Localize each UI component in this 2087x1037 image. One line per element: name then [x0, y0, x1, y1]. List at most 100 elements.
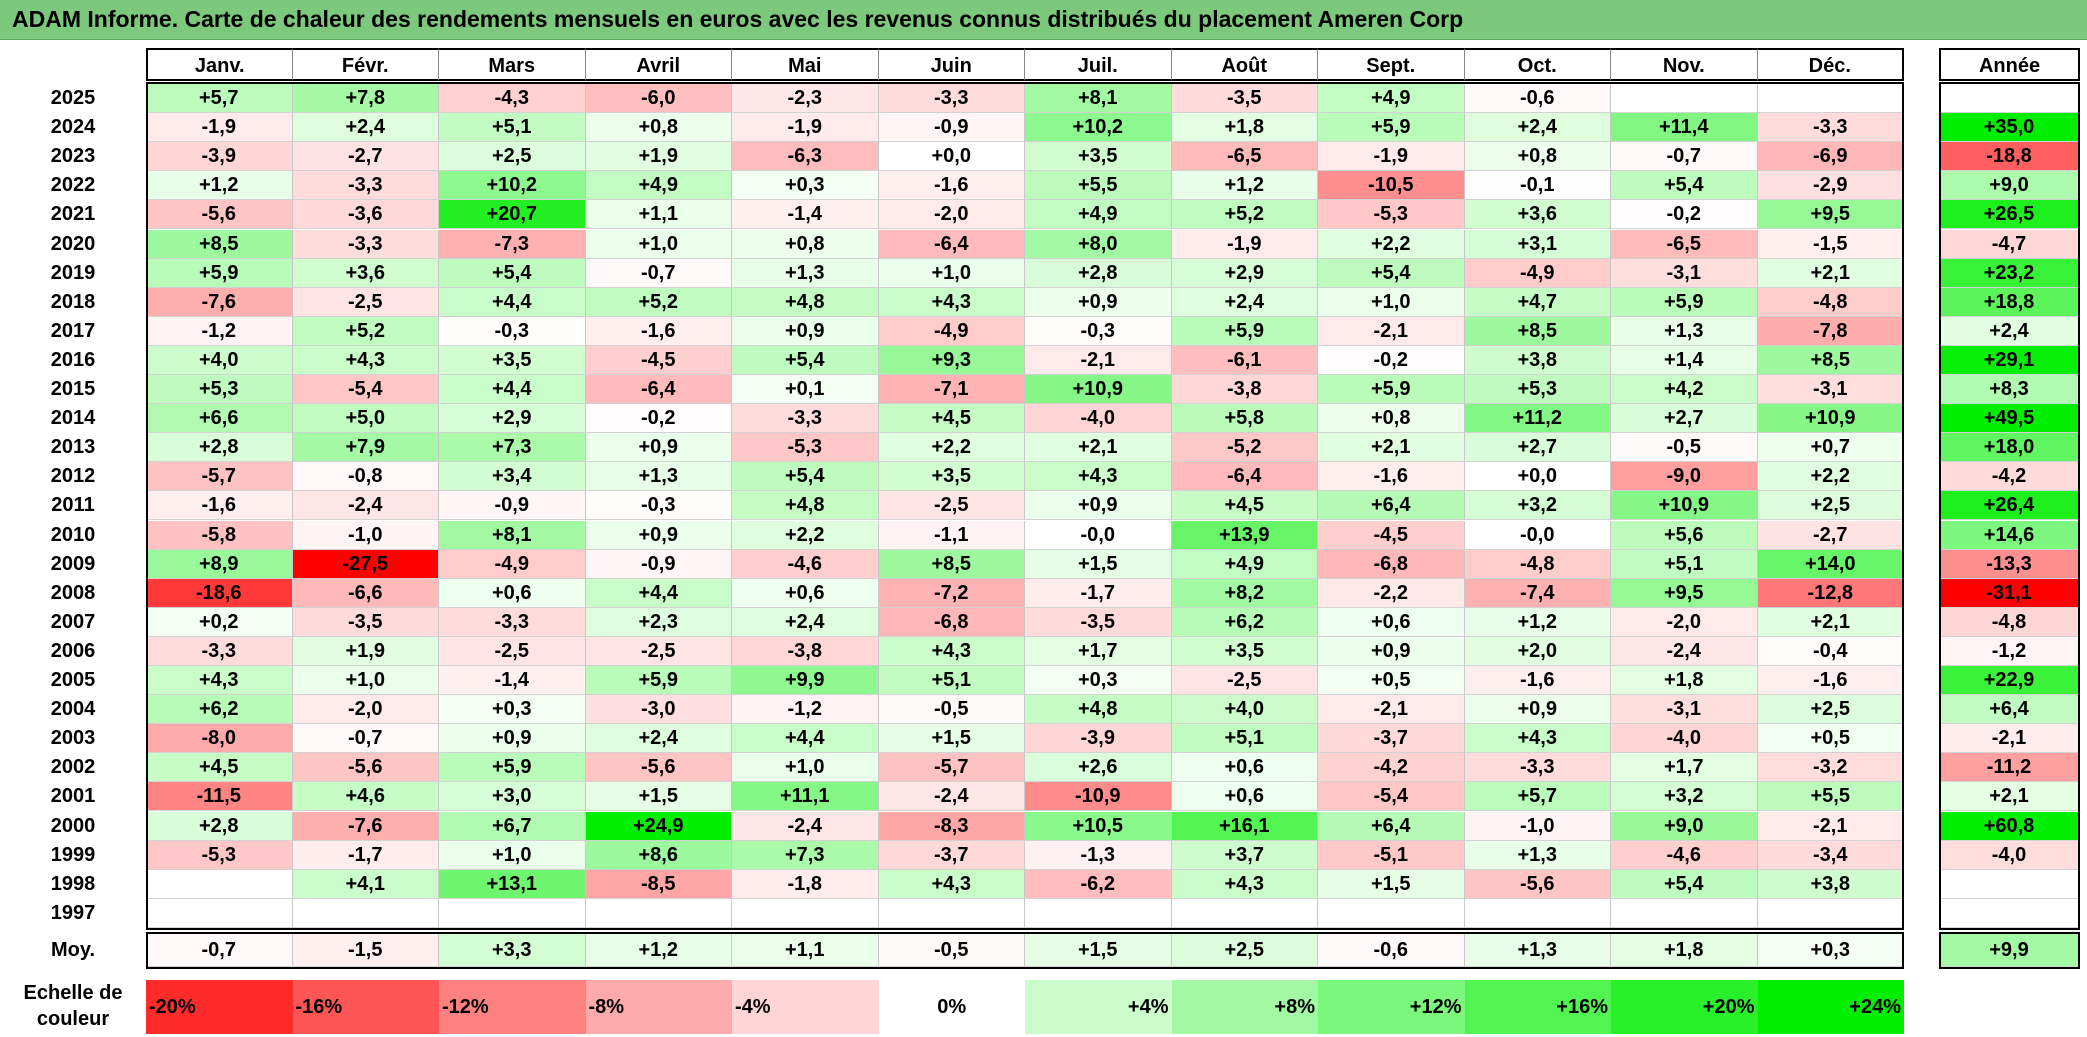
- heatmap-cell: +0,8: [732, 229, 879, 259]
- heatmap-cell: +5,5: [1757, 782, 1904, 812]
- heatmap-cell: -6,2: [1025, 869, 1172, 899]
- annual-cell: +22,9: [1939, 666, 2080, 696]
- average-cell: +1,8: [1611, 934, 1758, 967]
- average-cell: -0,6: [1318, 934, 1465, 967]
- heatmap-cell: +2,5: [1757, 491, 1904, 521]
- heatmap-cell: +10,2: [439, 171, 586, 201]
- year-label: 2014: [50, 407, 96, 430]
- heatmap-cell: +0,3: [732, 171, 879, 201]
- heatmap-cell: -1,0: [1464, 811, 1611, 841]
- month-header: Sept.: [1318, 48, 1465, 81]
- heatmap-cell: +2,8: [146, 433, 293, 463]
- heatmap-cell: -0,9: [439, 491, 586, 521]
- heatmap-cell: +3,1: [1464, 229, 1611, 259]
- heatmap-cell: -2,4: [292, 491, 439, 521]
- heatmap-cell: +0,6: [439, 578, 586, 608]
- annual-cell: +23,2: [1939, 258, 2080, 288]
- heatmap-cell: +4,0: [146, 345, 293, 375]
- heatmap-cell: +8,5: [1464, 316, 1611, 346]
- color-scale-stop: +4%: [1025, 980, 1172, 1034]
- annual-cell: -2,1: [1939, 724, 2080, 754]
- heatmap-cell: -2,3: [732, 84, 879, 114]
- heatmap-cell: -0,0: [1025, 520, 1172, 550]
- heatmap-cell: +2,1: [1757, 607, 1904, 637]
- heatmap-cell: +6,4: [1318, 811, 1465, 841]
- heatmap-cell: -2,0: [878, 200, 1025, 230]
- heatmap-cell: -0,3: [439, 316, 586, 346]
- heatmap-cell: -1,6: [1318, 462, 1465, 492]
- heatmap-cell: +1,2: [146, 171, 293, 201]
- heatmap-cell: -0,3: [585, 491, 732, 521]
- heatmap-cell: -4,8: [1757, 287, 1904, 317]
- year-label: 2012: [50, 465, 96, 488]
- heatmap-cell: -0,8: [292, 462, 439, 492]
- heatmap-cell: -1,0: [292, 520, 439, 550]
- heatmap-cell: -2,5: [1171, 666, 1318, 696]
- heatmap-cell: +0,9: [1025, 491, 1172, 521]
- color-scale-stop: -20%: [146, 980, 293, 1034]
- heatmap-cell: +1,3: [585, 462, 732, 492]
- heatmap-cell: -0,0: [1464, 520, 1611, 550]
- annual-cell: +14,6: [1939, 520, 2080, 550]
- color-scale-stop: +12%: [1318, 980, 1465, 1034]
- heatmap-cell: +5,9: [1611, 287, 1758, 317]
- heatmap-cell: [1611, 898, 1758, 928]
- average-cell: +3,3: [439, 934, 586, 967]
- heatmap-cell: +0,1: [732, 375, 879, 405]
- heatmap-cell: -7,8: [1757, 316, 1904, 346]
- year-label: 2013: [50, 436, 96, 459]
- annual-cell: [1939, 898, 2080, 928]
- heatmap-cell: -10,5: [1318, 171, 1465, 201]
- heatmap-cell: -3,5: [1171, 84, 1318, 114]
- heatmap-cell: -1,6: [1757, 666, 1904, 696]
- heatmap-cell: +2,6: [1025, 753, 1172, 783]
- heatmap-cell: +4,3: [146, 666, 293, 696]
- heatmap-cell: -2,5: [439, 636, 586, 666]
- heatmap-cell: +14,0: [1757, 549, 1904, 579]
- heatmap-cell: +13,1: [439, 869, 586, 899]
- month-header: Juin: [878, 48, 1025, 81]
- heatmap-cell: -5,7: [878, 753, 1025, 783]
- heatmap-cell: -6,5: [1611, 229, 1758, 259]
- heatmap-cell: -6,8: [1318, 549, 1465, 579]
- heatmap-cell: +4,4: [732, 724, 879, 754]
- heatmap-cell: +0,3: [1025, 666, 1172, 696]
- heatmap-cell: +3,6: [1464, 200, 1611, 230]
- heatmap-cell: +5,9: [1318, 113, 1465, 143]
- heatmap-cell: +5,7: [146, 84, 293, 114]
- heatmap-cell: -3,8: [1171, 375, 1318, 405]
- heatmap-cell: +8,9: [146, 549, 293, 579]
- heatmap-cell: +5,4: [1318, 258, 1465, 288]
- heatmap-cell: -18,6: [146, 578, 293, 608]
- annual-cell: +26,5: [1939, 200, 2080, 230]
- heatmap-cell: +1,0: [732, 753, 879, 783]
- month-header: Mars: [439, 48, 586, 81]
- heatmap-cell: -1,6: [585, 316, 732, 346]
- annual-cell: +9,0: [1939, 171, 2080, 201]
- year-label: 2023: [50, 145, 96, 168]
- heatmap-cell: -4,9: [1464, 258, 1611, 288]
- year-label: 2025: [50, 87, 96, 109]
- heatmap-cell: +5,1: [1171, 724, 1318, 754]
- heatmap-cell: -5,1: [1318, 840, 1465, 870]
- heatmap-cell: +9,3: [878, 345, 1025, 375]
- heatmap-cell: +5,8: [1171, 404, 1318, 434]
- heatmap-cell: -1,7: [292, 840, 439, 870]
- heatmap-cell: -3,2: [1757, 753, 1904, 783]
- heatmap-cell: +6,4: [1318, 491, 1465, 521]
- annual-cell: -4,2: [1939, 462, 2080, 492]
- heatmap-cell: +1,3: [1611, 316, 1758, 346]
- heatmap-cell: -4,3: [439, 84, 586, 114]
- annual-cell: -4,8: [1939, 607, 2080, 637]
- heatmap-cell: +4,5: [878, 404, 1025, 434]
- heatmap-cell: +8,6: [585, 840, 732, 870]
- heatmap-cell: -4,5: [1318, 520, 1465, 550]
- heatmap-cell: -7,1: [878, 375, 1025, 405]
- heatmap-cell: +5,4: [1611, 171, 1758, 201]
- heatmap-cell: +4,9: [1318, 84, 1465, 114]
- heatmap-cell: -3,3: [732, 404, 879, 434]
- heatmap-cell: -2,0: [1611, 607, 1758, 637]
- color-scale-stop: -12%: [439, 980, 586, 1034]
- heatmap-cell: +4,9: [585, 171, 732, 201]
- color-scale-stop: -8%: [585, 980, 732, 1034]
